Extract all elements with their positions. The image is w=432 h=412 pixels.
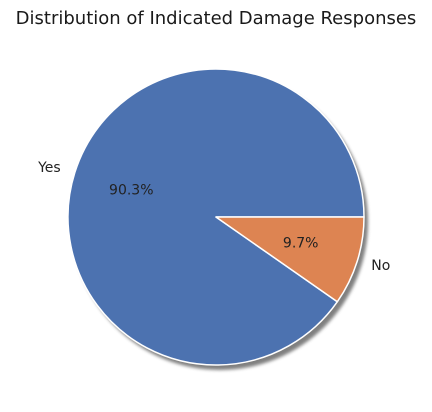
- slice-label-yes: Yes: [37, 160, 61, 176]
- slice-label-no: No: [371, 258, 390, 274]
- pie-slice-layer: [67, 68, 365, 366]
- slice-percent-no: 9.7%: [283, 236, 319, 252]
- slice-percent-yes: 90.3%: [109, 182, 153, 198]
- pie-slice-no: [215, 216, 365, 303]
- chart-title: Distribution of Indicated Damage Respons…: [16, 8, 417, 29]
- pie-label-layer: Yes 90.3% No 9.7%: [37, 160, 390, 274]
